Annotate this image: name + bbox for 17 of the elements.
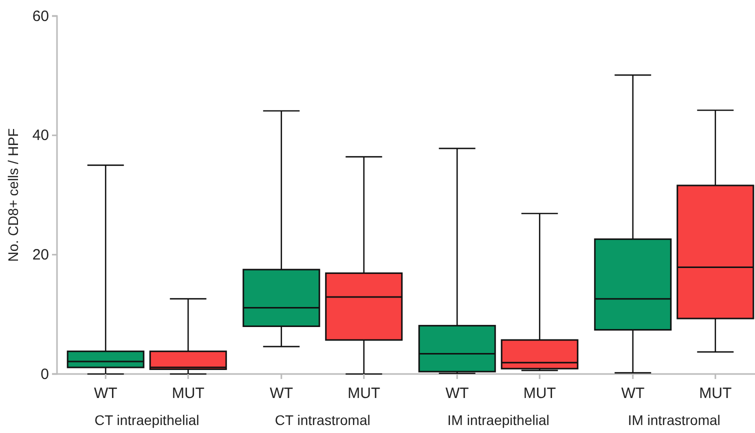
x-tick-label: CT intrastromal xyxy=(274,412,370,428)
x-tick-label: CT intraepithelial xyxy=(94,412,200,428)
y-tick-label: 40 xyxy=(32,127,49,144)
text: MUT xyxy=(523,385,556,402)
text: WT xyxy=(94,385,118,402)
series-label: WT xyxy=(445,385,469,402)
x-tick-label: IM intrastromal xyxy=(628,412,720,428)
series-label: MUT xyxy=(172,385,204,402)
text: WT xyxy=(621,385,645,402)
y-tick-label: 0 xyxy=(40,366,49,383)
text: MUT xyxy=(348,385,380,402)
y-tick-label: 60 xyxy=(32,8,49,25)
text: MUT xyxy=(699,385,732,402)
y-tick-label: 20 xyxy=(32,246,49,264)
text: WT xyxy=(270,385,294,402)
y-axis-title: No. CD8+ cells / HPF xyxy=(5,128,21,262)
x-tick-label: IM intraepithelial xyxy=(447,412,550,428)
